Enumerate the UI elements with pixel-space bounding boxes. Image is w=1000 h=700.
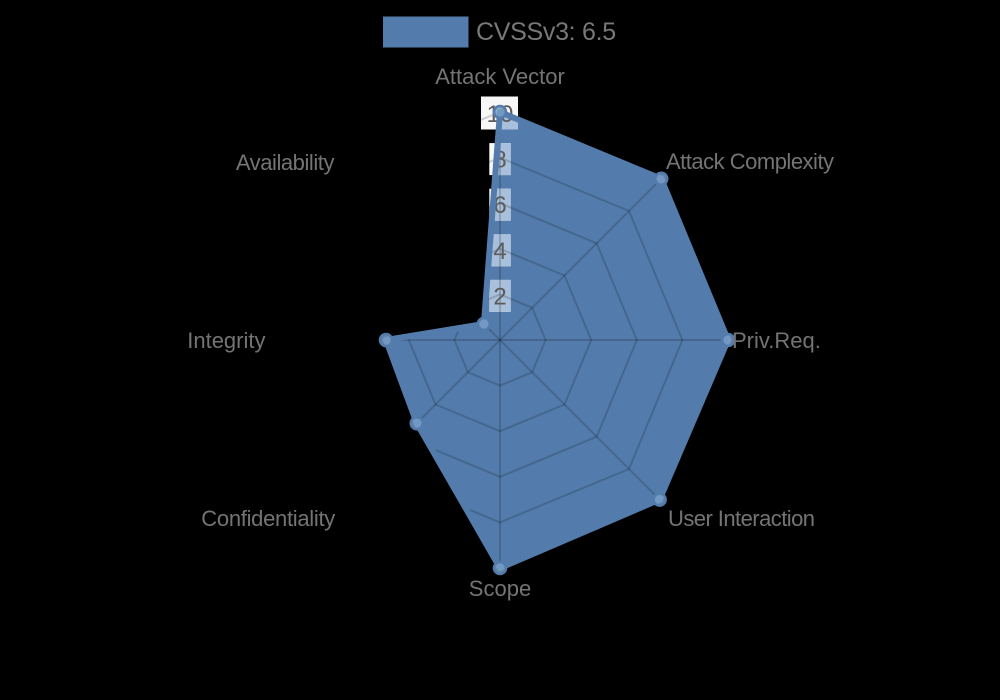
svg-text:Priv.Req.: Priv.Req.: [732, 328, 821, 353]
svg-text:User Interaction: User Interaction: [668, 506, 815, 531]
svg-text:Scope: Scope: [469, 576, 531, 601]
svg-text:CVSSv3: 6.5: CVSSv3: 6.5: [476, 18, 616, 46]
svg-text:Availability: Availability: [236, 150, 335, 175]
svg-text:4: 4: [493, 238, 506, 265]
svg-text:Attack Vector: Attack Vector: [435, 64, 565, 89]
svg-text:6: 6: [493, 192, 506, 219]
svg-text:Integrity: Integrity: [187, 328, 265, 353]
svg-text:2: 2: [493, 283, 506, 310]
svg-text:Attack Complexity: Attack Complexity: [666, 149, 834, 174]
svg-text:Confidentiality: Confidentiality: [201, 506, 335, 531]
